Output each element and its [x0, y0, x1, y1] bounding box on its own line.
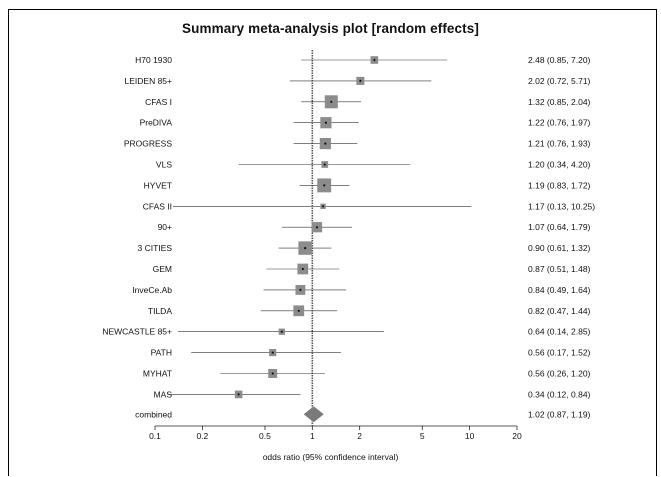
study-label: PROGRESS: [124, 139, 173, 149]
estimate-label: 1.22 (0.76, 1.97): [528, 118, 591, 128]
study-label: TILDA: [148, 306, 172, 316]
combined-label: combined: [135, 409, 172, 419]
study-label: VLS: [156, 160, 172, 170]
point-estimate-dot: [271, 372, 274, 375]
study-label: LEIDEN 85+: [125, 76, 173, 86]
point-estimate-dot: [297, 309, 300, 312]
chart-frame: [8, 9, 657, 476]
x-tick-label: 5: [420, 431, 425, 441]
point-estimate-dot: [299, 288, 302, 291]
point-estimate-dot: [315, 226, 319, 229]
estimate-label: 0.90 (0.61, 1.32): [528, 243, 591, 253]
study-label: NEWCASTLE 85+: [102, 327, 172, 337]
study-label: HYVET: [144, 180, 172, 190]
estimate-label: 1.21 (0.76, 1.93): [528, 139, 591, 149]
estimate-label: 0.56 (0.26, 1.20): [528, 369, 591, 379]
estimate-label: 0.87 (0.51, 1.48): [528, 264, 591, 274]
x-tick-label: 2: [357, 431, 362, 441]
study-label: 90+: [158, 222, 172, 232]
x-tick-label: 0.5: [259, 431, 271, 441]
estimate-label: 1.17 (0.13, 10.25): [528, 201, 595, 211]
x-tick-label: 20: [512, 431, 522, 441]
study-label: 3 CITIES: [138, 243, 173, 253]
x-tick-label: 0.1: [149, 431, 161, 441]
point-estimate-dot: [304, 247, 307, 250]
study-label: GEM: [153, 264, 172, 274]
estimate-label: 0.84 (0.49, 1.64): [528, 285, 591, 295]
combined-estimate-label: 1.02 (0.87, 1.19): [528, 409, 591, 419]
study-label: CFAS II: [143, 201, 172, 211]
point-estimate-dot: [323, 163, 326, 166]
x-tick-label: 1: [310, 431, 315, 441]
x-axis-title: odds ratio (95% confidence interval): [262, 452, 399, 462]
estimate-label: 2.02 (0.72, 5.71): [528, 76, 591, 86]
study-label: MYHAT: [143, 369, 172, 379]
point-estimate-dot: [321, 205, 325, 208]
study-label: PATH: [151, 348, 172, 358]
study-label: PreDIVA: [140, 118, 173, 128]
study-label: InveCe.Ab: [132, 285, 172, 295]
x-tick-label: 0.2: [196, 431, 208, 441]
point-estimate-dot: [280, 330, 283, 333]
estimate-label: 0.64 (0.14, 2.85): [528, 327, 591, 337]
point-estimate-dot: [324, 142, 327, 145]
estimate-label: 0.34 (0.12, 0.84): [528, 389, 591, 399]
estimate-label: 1.19 (0.83, 1.72): [528, 180, 591, 190]
study-label: MAS: [154, 389, 173, 399]
point-estimate-dot: [323, 184, 326, 187]
study-label: H70 1930: [135, 55, 172, 65]
estimate-label: 1.32 (0.85, 2.04): [528, 97, 591, 107]
estimate-label: 0.56 (0.17, 1.52): [528, 348, 591, 358]
study-label: CFAS I: [145, 97, 172, 107]
estimate-label: 0.82 (0.47, 1.44): [528, 306, 591, 316]
point-estimate-dot: [330, 100, 333, 103]
estimate-label: 1.20 (0.34, 4.20): [528, 160, 591, 170]
point-estimate-dot: [324, 121, 328, 124]
combined-diamond: [303, 406, 324, 423]
x-tick-label: 10: [465, 431, 475, 441]
estimate-label: 2.48 (0.85, 7.20): [528, 55, 591, 65]
point-estimate-dot: [359, 79, 362, 82]
point-estimate-dot: [373, 58, 376, 62]
point-estimate-dot: [237, 393, 240, 396]
point-estimate-dot: [271, 351, 274, 354]
chart-title: Summary meta-analysis plot [random effec…: [182, 21, 479, 36]
estimate-label: 1.07 (0.64, 1.79): [528, 222, 591, 232]
point-estimate-dot: [301, 267, 304, 271]
